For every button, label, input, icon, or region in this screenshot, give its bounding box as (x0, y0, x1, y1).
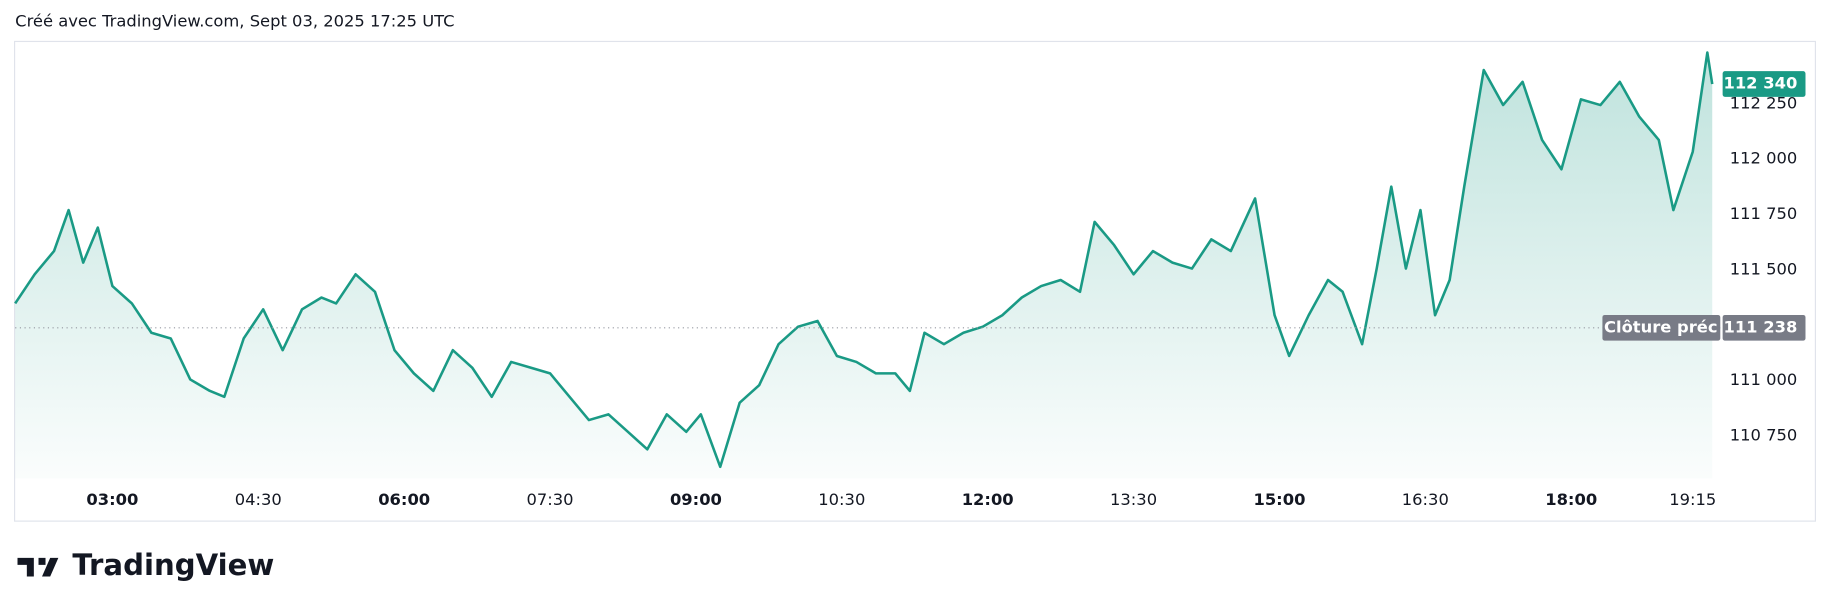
last-price-label: 112 340 (1723, 74, 1797, 93)
x-tick-label: 13:30 (1110, 490, 1157, 509)
y-tick-label: 112 250 (1730, 93, 1798, 112)
y-tick-label: 111 000 (1730, 370, 1798, 389)
x-tick-label: 07:30 (527, 490, 574, 509)
x-tick-label: 06:00 (378, 490, 430, 509)
x-tick-label: 03:00 (86, 490, 138, 509)
y-tick-label: 110 750 (1730, 425, 1798, 444)
x-tick-label: 04:30 (235, 490, 282, 509)
x-tick-label: 18:00 (1545, 490, 1597, 509)
y-tick-label: 112 000 (1730, 149, 1798, 168)
y-tick-label: 111 750 (1730, 204, 1798, 223)
panel-border (14, 40, 1816, 522)
x-tick-label: 19:15 (1669, 490, 1716, 509)
y-tick-label: 111 500 (1730, 259, 1798, 278)
prev-close-name: Clôture préc (1604, 317, 1718, 336)
price-line (14, 51, 1714, 469)
prev-close-tag (1602, 315, 1721, 341)
logo-icon (17, 557, 59, 577)
x-tick-label: 12:00 (962, 490, 1014, 509)
last-price-box (1722, 71, 1806, 97)
logo-text: TradingView (72, 548, 274, 582)
x-tick-label: 09:00 (670, 490, 722, 509)
x-tick-label: 15:00 (1253, 490, 1305, 509)
prev-close-label: 111 238 (1723, 317, 1797, 336)
header: Créé avec TradingView.com, Sept 03, 2025… (15, 12, 454, 31)
area-fill (15, 52, 1713, 479)
logo: TradingView (17, 548, 274, 582)
prev-close-box (1722, 315, 1806, 341)
x-tick-label: 16:30 (1402, 490, 1449, 509)
x-tick-label: 10:30 (818, 490, 865, 509)
